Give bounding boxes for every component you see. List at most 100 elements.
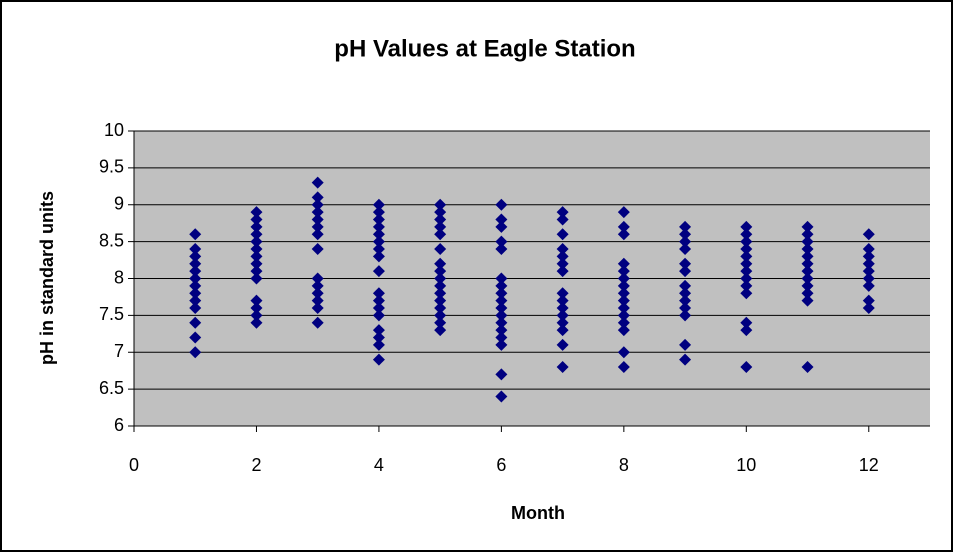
x-tick-label: 0 xyxy=(129,455,139,475)
point xyxy=(311,294,324,307)
x-tick-label: 2 xyxy=(251,455,261,475)
point xyxy=(679,235,692,248)
point xyxy=(495,235,508,248)
point xyxy=(740,361,753,373)
point xyxy=(801,250,814,263)
point xyxy=(679,279,692,292)
point xyxy=(311,279,324,292)
point xyxy=(250,309,263,322)
point xyxy=(679,287,692,300)
point xyxy=(189,250,202,263)
point xyxy=(311,176,324,189)
point xyxy=(250,250,263,263)
point xyxy=(679,257,692,270)
point xyxy=(556,309,569,322)
point xyxy=(189,302,202,314)
point xyxy=(740,287,753,300)
point xyxy=(250,220,263,233)
point xyxy=(801,257,814,270)
point xyxy=(434,257,447,270)
point xyxy=(556,361,569,373)
point xyxy=(189,265,202,278)
point xyxy=(250,228,263,241)
point xyxy=(556,316,569,329)
point xyxy=(617,316,630,329)
point xyxy=(495,316,508,329)
point xyxy=(250,243,263,255)
point xyxy=(372,338,385,351)
point xyxy=(740,228,753,241)
point xyxy=(311,243,324,255)
point xyxy=(434,279,447,292)
point xyxy=(862,272,875,285)
point xyxy=(801,272,814,285)
point xyxy=(556,250,569,263)
point xyxy=(679,265,692,278)
point xyxy=(740,279,753,292)
point xyxy=(617,346,630,359)
point xyxy=(495,198,508,211)
point xyxy=(495,220,508,233)
point xyxy=(801,287,814,300)
point xyxy=(801,235,814,248)
point xyxy=(740,265,753,278)
point xyxy=(372,294,385,307)
point xyxy=(434,302,447,314)
point xyxy=(740,243,753,255)
point xyxy=(679,294,692,307)
y-tick-label: 8.5 xyxy=(99,230,124,250)
point xyxy=(679,243,692,255)
point xyxy=(740,272,753,285)
point xyxy=(250,206,263,219)
x-tick-label: 4 xyxy=(374,455,384,475)
point xyxy=(311,213,324,226)
point xyxy=(311,287,324,300)
point xyxy=(311,220,324,233)
point xyxy=(372,324,385,337)
point xyxy=(250,294,263,307)
point xyxy=(617,309,630,322)
point xyxy=(495,390,508,403)
point xyxy=(372,309,385,322)
point xyxy=(434,228,447,241)
point xyxy=(495,287,508,300)
point xyxy=(679,228,692,241)
point xyxy=(372,213,385,226)
point xyxy=(434,265,447,278)
point xyxy=(434,294,447,307)
y-tick-label: 10 xyxy=(104,120,124,140)
point xyxy=(556,324,569,337)
point xyxy=(434,287,447,300)
point xyxy=(495,331,508,344)
x-axis-title: Month xyxy=(511,503,565,523)
point xyxy=(556,287,569,300)
point xyxy=(372,287,385,300)
x-tick-label: 10 xyxy=(736,455,756,475)
point xyxy=(556,294,569,307)
y-tick-label: 8 xyxy=(114,267,124,287)
point xyxy=(495,213,508,226)
point xyxy=(495,309,508,322)
point xyxy=(250,213,263,226)
y-axis-title: pH in standard units xyxy=(37,191,57,365)
y-tick-label: 6.5 xyxy=(99,378,124,398)
point xyxy=(617,257,630,270)
point xyxy=(617,220,630,233)
x-tick-label: 8 xyxy=(619,455,629,475)
point xyxy=(434,243,447,255)
point xyxy=(250,316,263,329)
y-tick-label: 6 xyxy=(114,415,124,435)
y-tick-label: 7 xyxy=(114,341,124,361)
point xyxy=(434,309,447,322)
point xyxy=(862,302,875,314)
point xyxy=(679,309,692,322)
point xyxy=(740,316,753,329)
point xyxy=(311,302,324,314)
point xyxy=(250,257,263,270)
point xyxy=(801,361,814,373)
point xyxy=(617,361,630,373)
point xyxy=(189,272,202,285)
point xyxy=(556,206,569,219)
